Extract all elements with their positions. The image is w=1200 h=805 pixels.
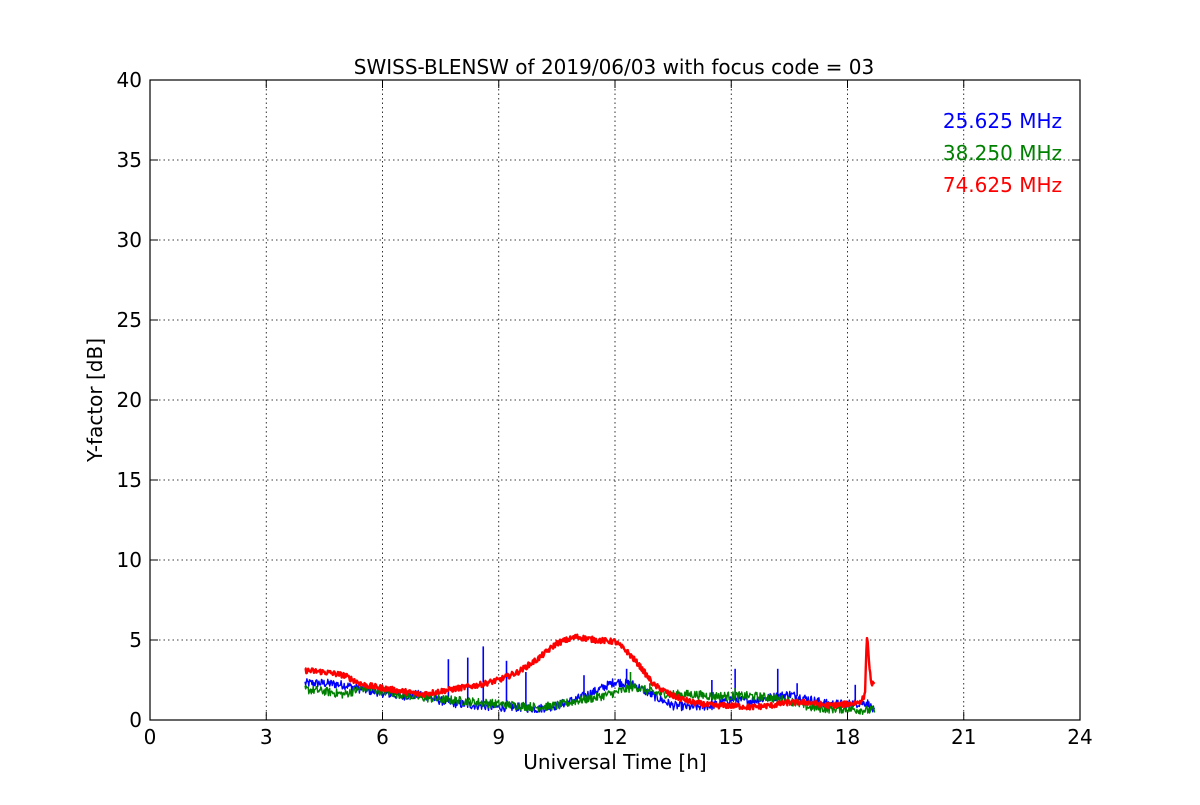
y-tick-label: 30 <box>117 228 142 252</box>
x-tick-label: 15 <box>719 725 744 749</box>
legend-entry: 25.625 MHz <box>943 109 1062 133</box>
legend-entry: 38.250 MHz <box>943 141 1062 165</box>
x-tick-label: 3 <box>260 725 273 749</box>
x-tick-label: 12 <box>602 725 627 749</box>
x-tick-label: 9 <box>492 725 505 749</box>
y-tick-label: 0 <box>129 708 142 732</box>
grid-lines <box>150 80 1080 720</box>
chart-title: SWISS-BLENSW of 2019/06/03 with focus co… <box>354 55 875 79</box>
y-tick-label: 35 <box>117 148 142 172</box>
y-tick-label: 25 <box>117 308 142 332</box>
legend-entry: 74.625 MHz <box>943 173 1062 197</box>
series-lines <box>304 633 876 715</box>
y-tick-label: 20 <box>117 388 142 412</box>
x-tick-label: 21 <box>951 725 976 749</box>
series-3 <box>304 633 876 711</box>
y-tick-label: 5 <box>129 628 142 652</box>
x-tick-label: 24 <box>1067 725 1092 749</box>
y-axis-label: Y-factor [dB] <box>83 338 107 463</box>
x-tick-label: 0 <box>144 725 157 749</box>
series-1 <box>304 646 876 713</box>
x-tick-label: 18 <box>835 725 860 749</box>
series-line <box>304 633 876 711</box>
x-axis-label: Universal Time [h] <box>523 750 706 774</box>
y-tick-label: 15 <box>117 468 142 492</box>
y-tick-label: 10 <box>117 548 142 572</box>
x-tick-label: 6 <box>376 725 389 749</box>
axis-ticks: 0 3 6 9 12 15 18 21 24 0 5 10 15 20 25 30 35 40 <box>117 68 1093 749</box>
y-tick-label: 40 <box>117 68 142 92</box>
legend: 25.625 MHz 38.250 MHz 74.625 MHz <box>943 109 1062 197</box>
